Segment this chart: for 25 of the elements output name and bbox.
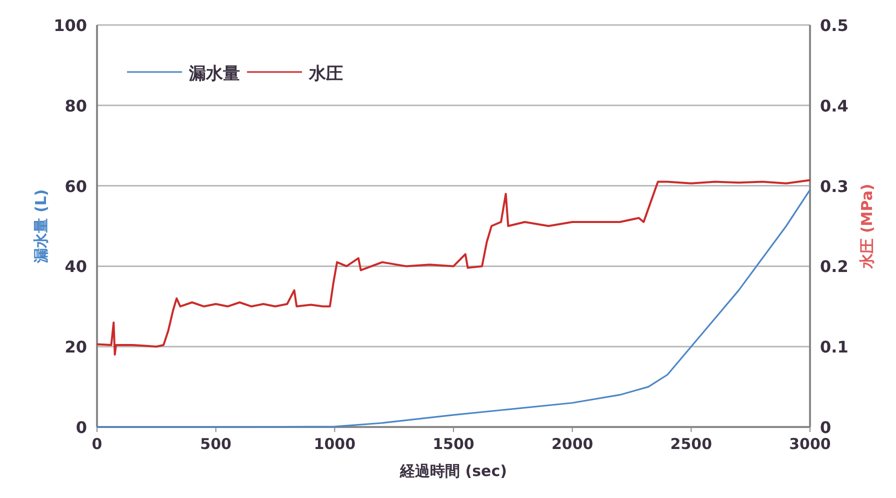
y2-tick-label: 0.3 — [820, 176, 848, 196]
x-tick-label: 2000 — [551, 435, 594, 453]
y2-tick-label: 0.4 — [820, 96, 848, 116]
x-tick-label: 0 — [92, 435, 102, 453]
y2-tick-label: 0 — [820, 418, 832, 437]
legend-label: 漏水量 — [188, 64, 240, 84]
y2-tick-label: 0.2 — [820, 257, 848, 276]
y2-tick-label: 0.1 — [820, 338, 848, 357]
x-tick-label: 500 — [200, 435, 232, 453]
x-tick-label: 1500 — [432, 435, 474, 453]
legend-label: 水圧 — [308, 64, 343, 84]
y-tick-label: 100 — [54, 16, 87, 35]
x-tick-label: 2500 — [670, 435, 712, 453]
y-tick-label: 60 — [64, 176, 87, 196]
x-tick-label: 1000 — [314, 435, 356, 453]
y-tick-label: 0 — [76, 418, 87, 437]
x-axis-title: 経過時間 (sec) — [399, 462, 507, 480]
line-series — [96, 179, 811, 356]
y-axis-title: 漏水量 (L) — [32, 189, 50, 264]
y-tick-label: 80 — [64, 96, 87, 116]
y2-axis-title: 水圧 (MPa) — [858, 184, 876, 270]
x-tick-label: 3000 — [789, 435, 831, 453]
y2-tick-label: 0.5 — [820, 16, 848, 35]
y-tick-label: 20 — [64, 338, 87, 357]
y-tick-label: 40 — [64, 257, 87, 276]
